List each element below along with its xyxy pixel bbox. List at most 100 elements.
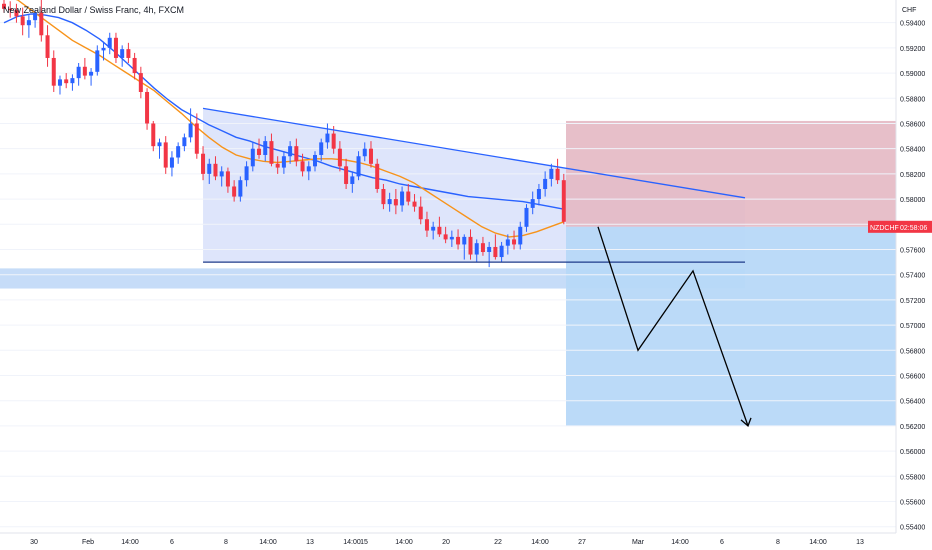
price-badge (868, 220, 932, 233)
price-tick-label: 0.55600 (900, 499, 925, 506)
candle-body (356, 156, 361, 177)
price-badge-symbol: NZDCHF (870, 225, 899, 232)
time-tick-label: 13 (306, 539, 314, 546)
candle-body (225, 171, 230, 187)
candle-body (250, 148, 255, 167)
candle-body (194, 123, 199, 154)
price-tick-label: 0.57400 (900, 273, 925, 280)
time-tick-label: 14:00 (531, 539, 549, 546)
candle-body (536, 189, 541, 200)
candle-body (182, 137, 187, 147)
candle-body (145, 91, 150, 124)
time-tick-label: 14:00 (395, 539, 413, 546)
candle-body (95, 50, 100, 72)
candle-body (294, 146, 299, 162)
candle-body (132, 57, 137, 74)
candle-body (437, 226, 442, 235)
price-tick-label: 0.59400 (900, 21, 925, 28)
candle-body (39, 12, 44, 36)
time-tick-label: 14:00 (121, 539, 139, 546)
candle-body (238, 180, 243, 197)
projection-arrowhead (740, 417, 752, 427)
candle-body (207, 163, 212, 174)
candle-body (530, 199, 535, 208)
time-tick-label: 14:00 (809, 539, 827, 546)
time-tick-label: 14:00 (343, 539, 361, 546)
candle-body (138, 73, 143, 92)
projection-path (597, 226, 749, 427)
time-tick-label: 14:00 (671, 539, 689, 546)
candle-body (70, 78, 75, 84)
candle-body (176, 146, 181, 158)
time-tick-label: 6 (170, 539, 174, 546)
candle-body (387, 199, 392, 205)
candle-body (331, 133, 336, 149)
candle-body (169, 157, 174, 168)
candle-body (424, 219, 429, 231)
candle-body (474, 243, 479, 255)
time-tick-label: 13 (856, 539, 864, 546)
candle-body (555, 168, 560, 181)
candle-body (101, 47, 106, 51)
price-tick-label: 0.56800 (900, 348, 925, 355)
price-tick-label: 0.58600 (900, 121, 925, 128)
candle-body (325, 133, 330, 143)
candle-body (518, 226, 523, 245)
candle-body (350, 176, 355, 184)
candle-body (499, 245, 504, 258)
candle-body (431, 226, 436, 231)
candle-body (549, 168, 554, 179)
time-tick-label: 30 (30, 539, 38, 546)
time-tick-label: Feb (82, 539, 94, 546)
candle-body (45, 35, 50, 58)
candle-body (107, 37, 112, 48)
candle-body (344, 166, 349, 184)
candle-body (275, 163, 280, 168)
candle-body (306, 166, 311, 172)
time-tick-label: 8 (224, 539, 228, 546)
candle-body (468, 236, 473, 255)
candle-body (89, 71, 94, 76)
candle-body (456, 236, 461, 245)
candle-body (232, 186, 237, 197)
price-tick-label: 0.59000 (900, 71, 925, 78)
candle-body (487, 246, 492, 253)
time-tick-label: 14:00 (259, 539, 277, 546)
candle-body (188, 123, 193, 138)
candle-body (76, 66, 81, 79)
candle-body (2, 3, 6, 9)
time-tick-label: 15 (360, 539, 368, 546)
candle-body (113, 37, 118, 58)
chart-title: New Zealand Dollar / Swiss Franc, 4h, FX… (3, 5, 185, 15)
candle-body (57, 79, 62, 86)
candle-body (480, 243, 485, 253)
candle-body (51, 57, 56, 86)
price-tick-label: 0.55800 (900, 474, 925, 481)
support-zone (0, 268, 745, 289)
candle-body (82, 66, 87, 76)
time-tick-label: 22 (494, 539, 502, 546)
candle-body (244, 166, 249, 181)
candle-body (33, 12, 38, 21)
candle-body (257, 148, 262, 155)
price-tick-label: 0.58000 (900, 197, 925, 204)
candle-body (157, 142, 162, 147)
candle-body (449, 236, 454, 240)
candle-body (313, 154, 317, 167)
candle-body (151, 123, 156, 147)
zones-layer (0, 108, 896, 426)
resistance-trendline (202, 107, 746, 199)
drawings-layer (202, 107, 752, 427)
price-tick-label: 0.57000 (900, 323, 925, 330)
candle-body (362, 148, 367, 157)
candle-body (412, 201, 417, 207)
candle-body (20, 16, 25, 26)
candle-body (337, 148, 342, 167)
grid-layer (0, 22, 896, 528)
candle-body (163, 142, 168, 168)
time-tick-label: 20 (442, 539, 450, 546)
candle-body (393, 199, 398, 206)
